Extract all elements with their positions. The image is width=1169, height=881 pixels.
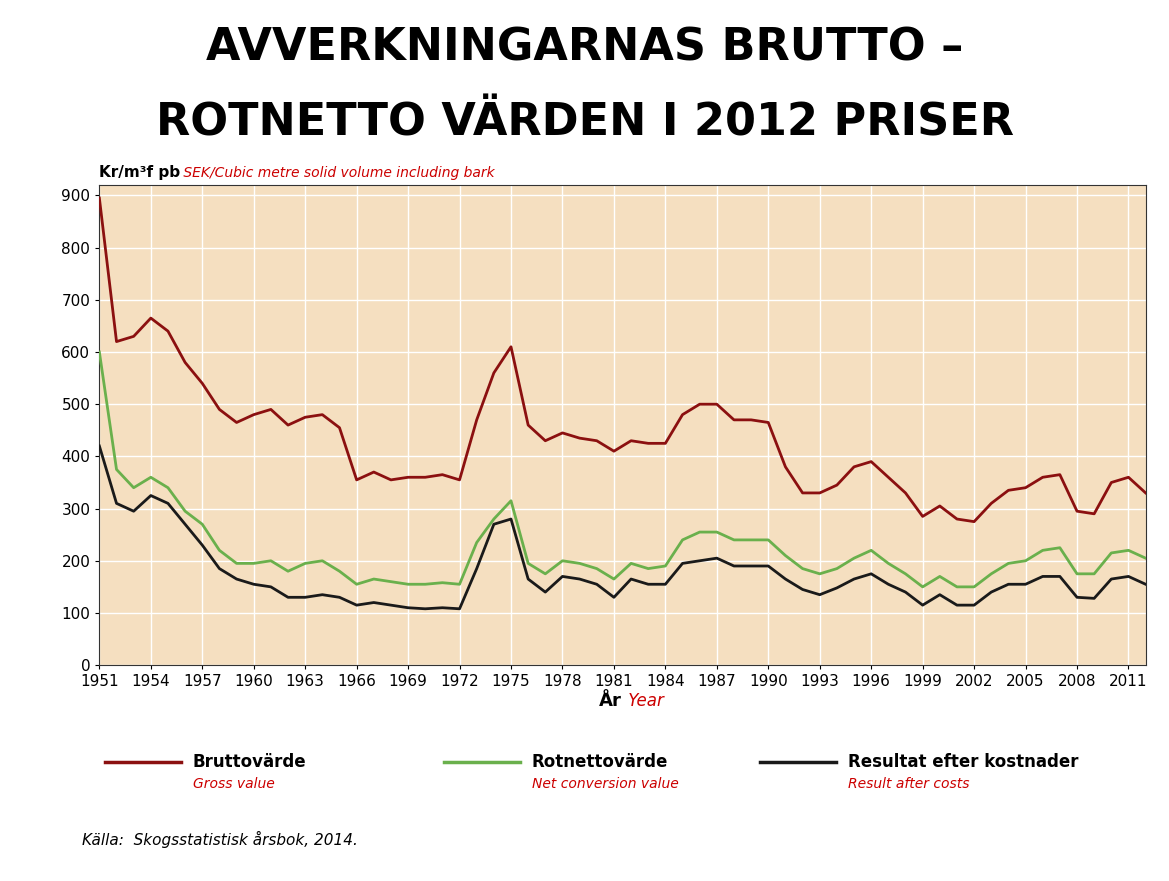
Text: År: År <box>599 692 622 709</box>
Text: Kr/m³f pb: Kr/m³f pb <box>99 165 180 180</box>
Text: Gross value: Gross value <box>193 777 275 791</box>
Text: ROTNETTO VÄRDEN I 2012 PRISER: ROTNETTO VÄRDEN I 2012 PRISER <box>155 101 1014 144</box>
Text: Net conversion value: Net conversion value <box>532 777 679 791</box>
Text: Bruttovärde: Bruttovärde <box>193 753 306 771</box>
Text: Year: Year <box>623 692 664 709</box>
Text: SEK/Cubic metre solid volume including bark: SEK/Cubic metre solid volume including b… <box>179 166 494 180</box>
Text: Result after costs: Result after costs <box>848 777 969 791</box>
Text: Resultat efter kostnader: Resultat efter kostnader <box>848 753 1078 771</box>
Text: Rotnettovärde: Rotnettovärde <box>532 753 669 771</box>
Text: Källa:  Skogsstatistisk årsbok, 2014.: Källa: Skogsstatistisk årsbok, 2014. <box>82 831 358 848</box>
Text: AVVERKNINGARNAS BRUTTO –: AVVERKNINGARNAS BRUTTO – <box>206 26 963 70</box>
